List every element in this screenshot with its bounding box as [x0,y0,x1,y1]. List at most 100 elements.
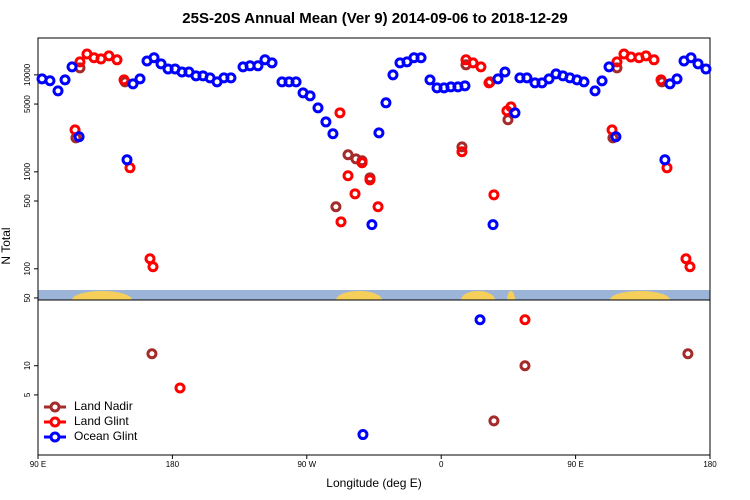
point [459,80,471,92]
point [499,66,511,78]
legend-label: Ocean Glint [74,429,138,443]
point [127,78,139,90]
point [225,72,237,84]
point [290,76,302,88]
point [509,107,521,119]
point [685,52,697,64]
point [543,73,555,85]
point [121,154,133,166]
y-tick-label: 100 [23,262,32,276]
point [664,78,676,90]
point [640,50,652,62]
legend-marker [49,431,61,443]
point [684,261,696,273]
point [146,348,158,360]
point [147,261,159,273]
point [474,314,486,326]
point [483,77,495,89]
point [456,146,468,158]
point [488,415,500,427]
point [648,54,660,66]
point [692,58,704,70]
point [519,360,531,372]
point [66,61,78,73]
point [487,219,499,231]
point [659,154,671,166]
x-tick-label: 90 W [297,460,316,469]
point [327,128,339,140]
point [372,201,384,213]
point [475,61,487,73]
x-axis-label: Longitude (deg E) [326,476,421,490]
point [521,72,533,84]
point [134,73,146,85]
point [380,97,392,109]
point [349,188,361,200]
point [366,219,378,231]
point [589,85,601,97]
point [252,60,264,72]
point [74,56,86,68]
point [312,102,324,114]
point [73,131,85,143]
point [103,50,115,62]
point [415,52,427,64]
x-tick-label: 180 [703,460,717,469]
point [118,74,130,86]
point [467,57,479,69]
point [578,76,590,88]
point [655,74,667,86]
point [519,314,531,326]
point [387,69,399,81]
x-tick-label: 180 [166,460,180,469]
legend-label: Land Glint [74,414,129,428]
point [155,58,167,70]
y-tick-label: 10000 [23,63,32,86]
point [357,429,369,441]
chart-title: 25S-20S Annual Mean (Ver 9) 2014-09-06 t… [182,10,567,27]
point [682,348,694,360]
legend-marker [49,416,61,428]
point [266,57,278,69]
x-tick-label: 0 [439,460,444,469]
point [610,131,622,143]
point [174,382,186,394]
x-tick-label: 90 E [567,460,583,469]
point [334,107,346,119]
point [342,170,354,182]
point [148,52,160,64]
point [356,157,368,169]
y-axis-label: N Total [0,227,13,264]
y-tick-label: 1000 [23,162,32,180]
point [492,73,504,85]
lower-frame [37,299,711,456]
point [111,54,123,66]
point [330,201,342,213]
strip-cover [38,300,710,310]
y-tick-label: 10 [23,361,32,370]
point [44,75,56,87]
point [611,56,623,68]
y-tick-label: 5000 [23,95,32,113]
point [671,73,683,85]
point [502,114,514,126]
point [456,141,468,153]
point [700,63,712,75]
point [320,116,332,128]
point [488,189,500,201]
point [59,74,71,86]
y-tick-label: 5 [23,392,32,397]
upper-frame [37,37,711,301]
x-tick-label: 90 E [30,460,46,469]
y-tick-label: 50 [23,293,32,302]
point [424,74,436,86]
point [364,174,376,186]
point [342,149,354,161]
legend-label: Land Nadir [74,399,133,413]
y-tick-label: 500 [23,194,32,208]
point [52,85,64,97]
point [335,216,347,228]
point [373,127,385,139]
